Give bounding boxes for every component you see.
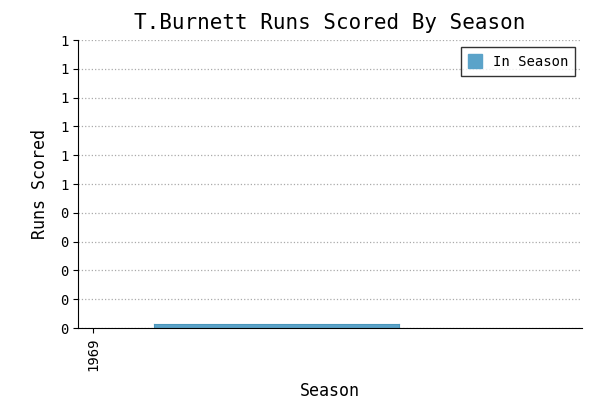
Y-axis label: Runs Scored: Runs Scored [31, 129, 49, 239]
Title: T.Burnett Runs Scored By Season: T.Burnett Runs Scored By Season [134, 13, 526, 33]
Legend: In Season: In Season [461, 47, 575, 76]
X-axis label: Season: Season [300, 382, 360, 400]
